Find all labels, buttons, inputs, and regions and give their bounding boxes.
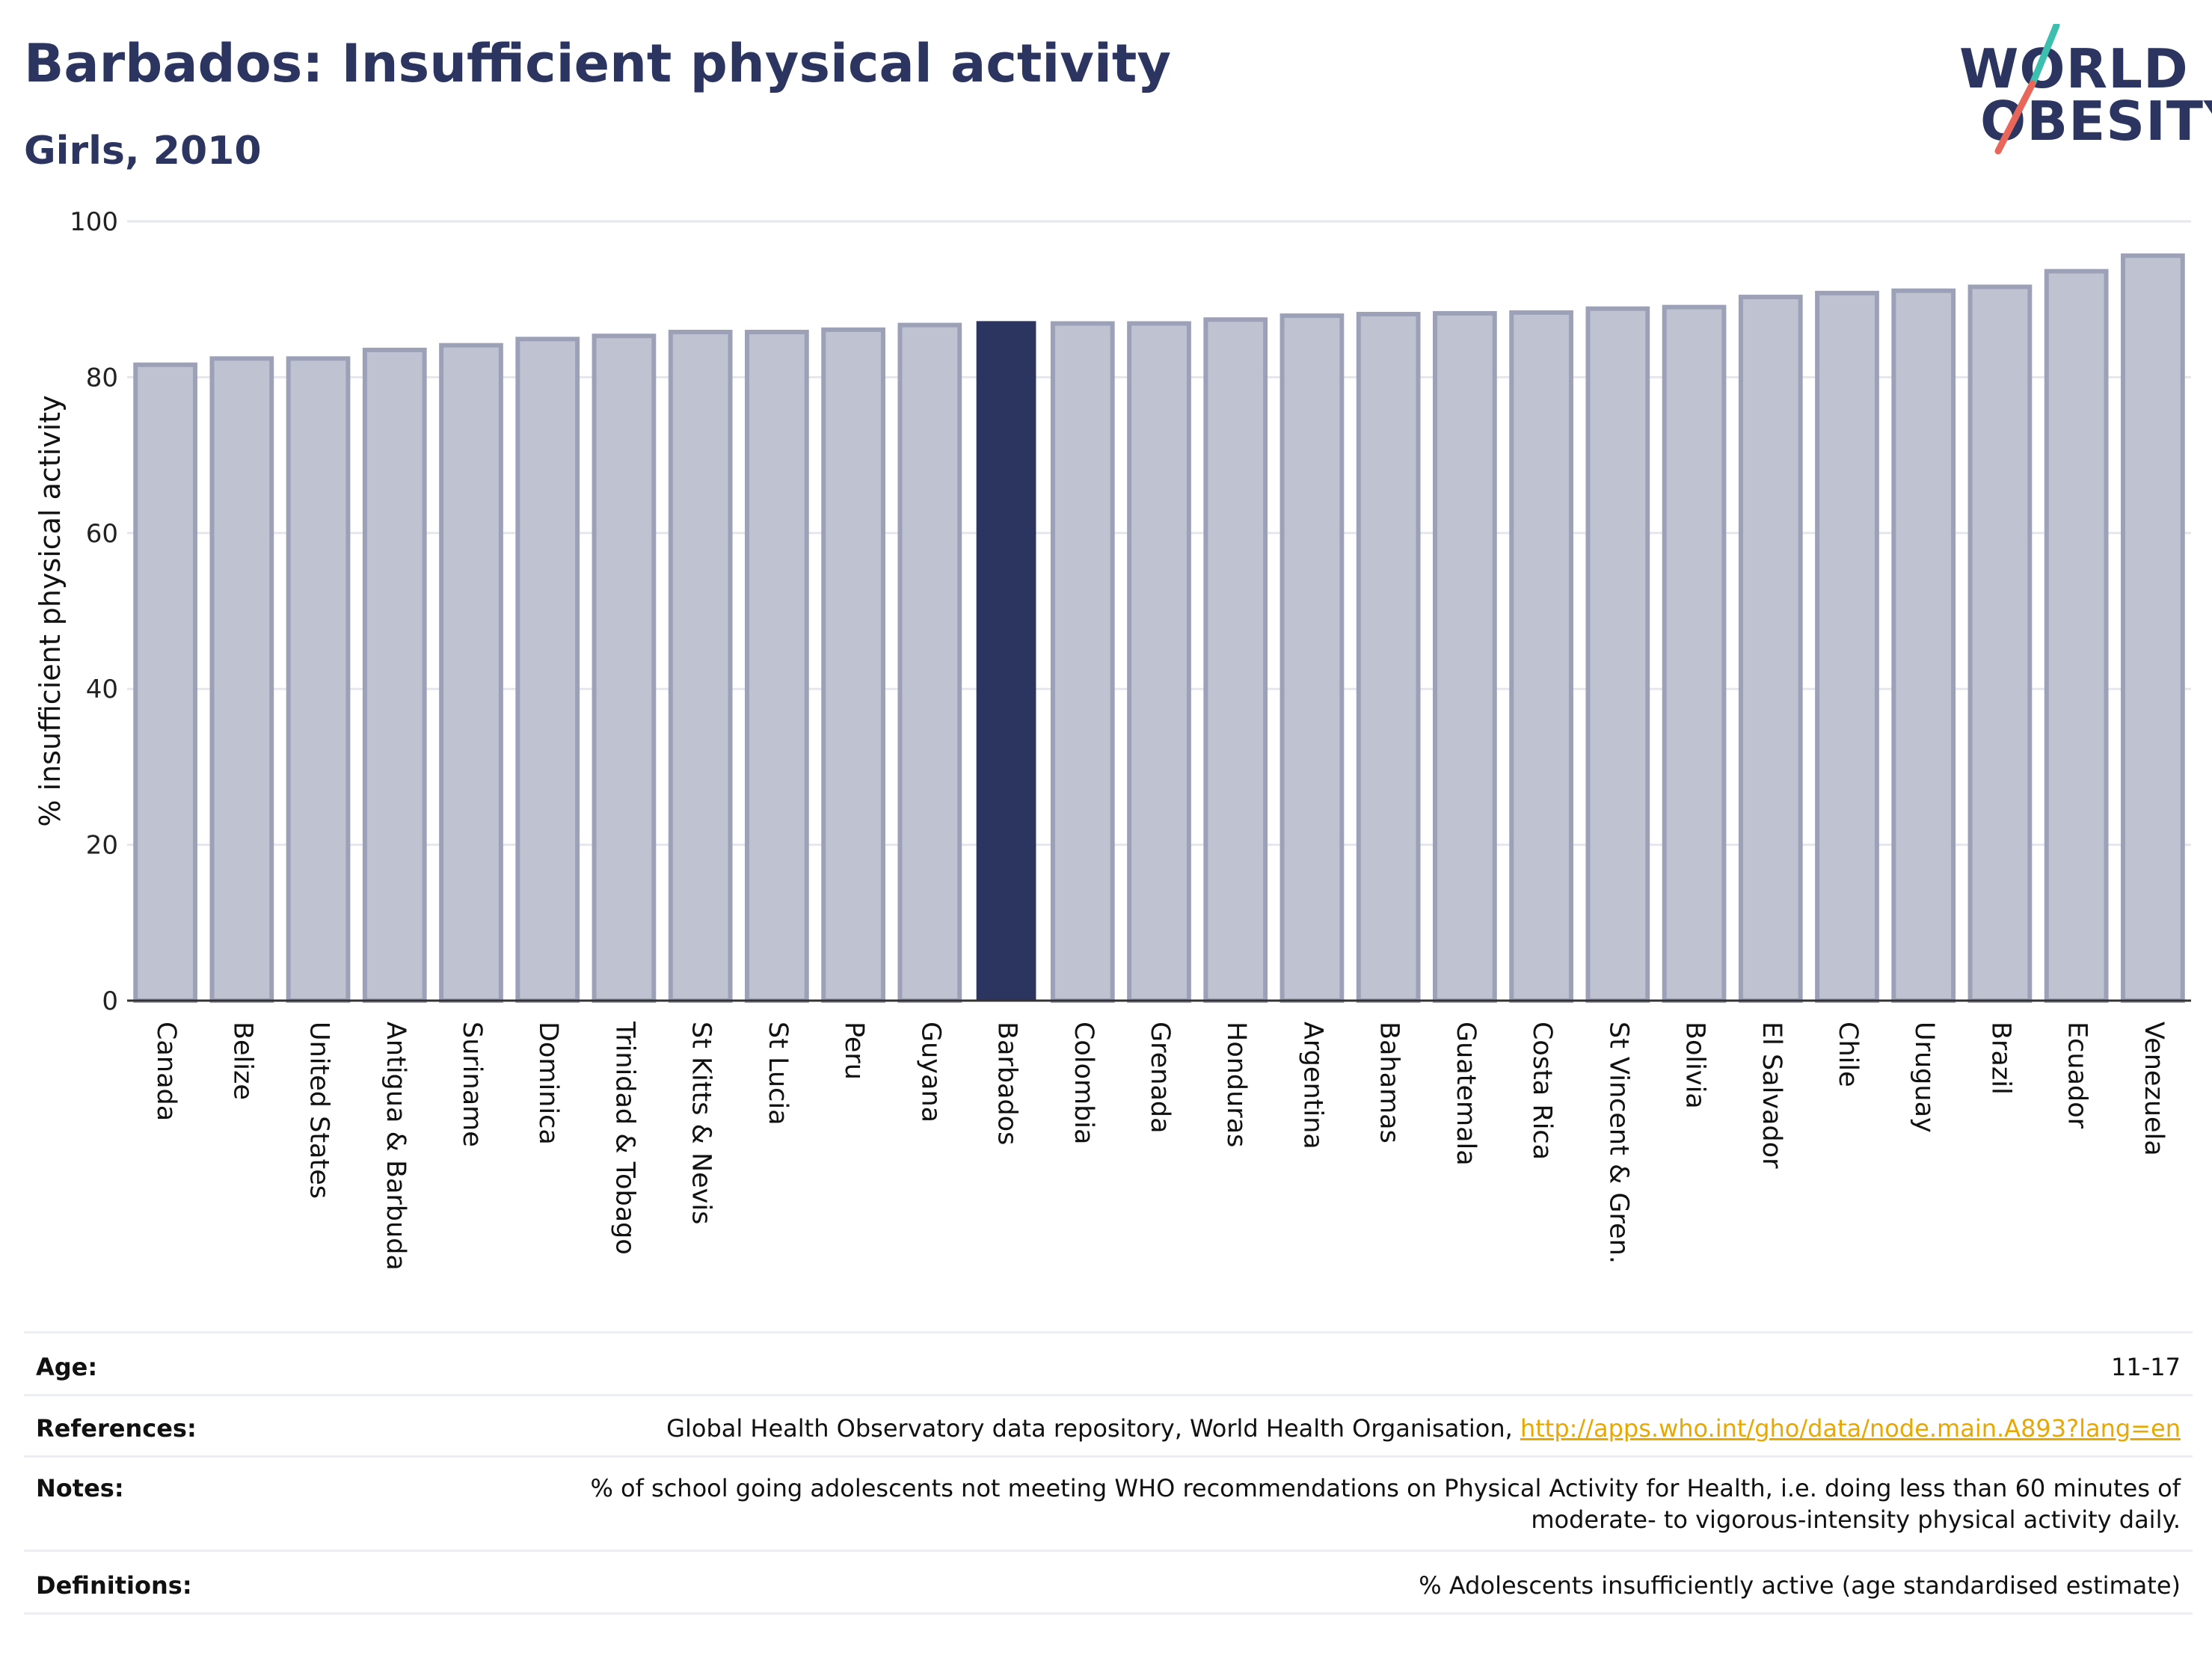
x-tick-label: Barbados bbox=[992, 1022, 1022, 1145]
x-tick-label: United States bbox=[304, 1022, 334, 1199]
meta-row-definitions: Definitions: % Adolescents insufficientl… bbox=[24, 1550, 2193, 1615]
y-tick-label: 60 bbox=[86, 519, 118, 549]
bar-trinidad-tobago bbox=[592, 334, 657, 1003]
x-tick-label: Bolivia bbox=[1680, 1022, 1710, 1109]
x-tick-label: Suriname bbox=[457, 1022, 487, 1147]
x-tick-label: El Salvador bbox=[1757, 1022, 1787, 1169]
bar-guyana bbox=[897, 322, 962, 1003]
references-label: References: bbox=[36, 1414, 197, 1443]
bar-brazil bbox=[1967, 284, 2033, 1003]
bar-argentina bbox=[1279, 313, 1345, 1004]
x-tick-label: Brazil bbox=[1985, 1022, 2015, 1095]
x-tick-label: Peru bbox=[839, 1022, 869, 1080]
x-tick-label: Antigua & Barbuda bbox=[381, 1022, 411, 1271]
bars bbox=[133, 253, 2185, 1004]
x-tick-label: Bahamas bbox=[1374, 1022, 1404, 1143]
x-tick-label: Grenada bbox=[1145, 1022, 1175, 1134]
tick-labels: 0 20 40 60 80 100 Canada Belize United States Ant… bbox=[70, 207, 2169, 1271]
logo-text-obesity: OBESITY bbox=[1980, 90, 2212, 153]
references-text: Global Health Observatory data repositor… bbox=[666, 1414, 1513, 1443]
x-tick-label: St Vincent & Gren. bbox=[1603, 1022, 1633, 1264]
bar-colombia bbox=[1050, 321, 1115, 1003]
x-tick-label: Uruguay bbox=[1909, 1022, 1939, 1133]
bar-belize bbox=[209, 356, 274, 1003]
x-tick-label: Colombia bbox=[1069, 1022, 1099, 1144]
world-obesity-logo: WORLD OBESITY bbox=[1944, 24, 2212, 159]
y-tick-label: 0 bbox=[102, 986, 118, 1016]
bar-grenada bbox=[1127, 321, 1191, 1003]
bar-bolivia bbox=[1662, 304, 1727, 1003]
bar-suriname bbox=[439, 343, 503, 1004]
bar-guatemala bbox=[1433, 310, 1497, 1003]
meta-row-age: Age: 11-17 bbox=[24, 1331, 2193, 1396]
x-tick-label: Guatemala bbox=[1451, 1022, 1481, 1166]
x-tick-label: St Kitts & Nevis bbox=[686, 1022, 716, 1224]
bar-costa-rica bbox=[1509, 310, 1573, 1003]
bar-uruguay bbox=[1891, 288, 1956, 1004]
chart-title: Barbados: Insufficient physical activity bbox=[24, 33, 1171, 94]
bar-honduras bbox=[1203, 317, 1268, 1004]
x-tick-label: Guyana bbox=[915, 1022, 945, 1123]
x-tick-label: Trinidad & Tobago bbox=[609, 1021, 639, 1255]
bar-antigua-barbuda bbox=[362, 347, 427, 1003]
bar-st-lucia bbox=[745, 329, 809, 1004]
bar-canada bbox=[133, 362, 197, 1003]
bar-chile bbox=[1815, 290, 1879, 1003]
x-tick-label: Chile bbox=[1833, 1022, 1863, 1087]
y-tick-label: 100 bbox=[70, 207, 118, 237]
bar-venezuela bbox=[2121, 253, 2185, 1003]
logo-text-world: WORLD bbox=[1959, 37, 2189, 100]
chart-subtitle: Girls, 2010 bbox=[24, 129, 262, 174]
bar-dominica bbox=[515, 337, 580, 1004]
bar-peru bbox=[821, 327, 885, 1003]
logo-slash-icon bbox=[1994, 24, 2060, 155]
meta-bottom-border bbox=[24, 1612, 2193, 1615]
bar-barbados bbox=[976, 321, 1036, 1001]
x-tick-label: Argentina bbox=[1297, 1022, 1327, 1149]
x-tick-label: St Lucia bbox=[763, 1022, 793, 1126]
x-tick-label: Dominica bbox=[533, 1022, 563, 1145]
notes-line-1: % of school going adolescents not meetin… bbox=[590, 1474, 2181, 1502]
y-tick-label: 20 bbox=[86, 831, 118, 861]
x-tick-label: Canada bbox=[151, 1022, 181, 1121]
bar-el-salvador bbox=[1738, 295, 1803, 1004]
y-axis-label: % insufficient physical activity bbox=[34, 395, 67, 826]
meta-row-references: References: Global Health Observatory da… bbox=[24, 1394, 2193, 1458]
references-link[interactable]: http://apps.who.int/gho/data/node.main.A… bbox=[1520, 1414, 2181, 1443]
bar-st-vincent-gren- bbox=[1585, 306, 1650, 1004]
x-tick-label: Honduras bbox=[1221, 1022, 1251, 1147]
references-value: Global Health Observatory data repositor… bbox=[666, 1414, 2181, 1443]
age-value: 11-17 bbox=[2111, 1353, 2181, 1381]
meta-row-notes: Notes: % of school going adolescents not… bbox=[24, 1455, 2193, 1552]
bar-bahamas bbox=[1356, 311, 1421, 1004]
notes-label: Notes: bbox=[36, 1474, 124, 1502]
x-tick-label: Costa Rica bbox=[1527, 1022, 1557, 1160]
age-label: Age: bbox=[36, 1353, 98, 1381]
y-tick-label: 40 bbox=[86, 675, 118, 704]
y-tick-label: 80 bbox=[86, 363, 118, 393]
definitions-label: Definitions: bbox=[36, 1571, 192, 1600]
notes-line-2: moderate- to vigorous-intensity physical… bbox=[1531, 1505, 2181, 1534]
x-tick-label: Venezuela bbox=[2139, 1022, 2169, 1156]
bar-st-kitts-nevis bbox=[668, 329, 733, 1004]
bar-chart: 0 20 40 60 80 100 Canada Belize United States Ant… bbox=[34, 207, 2191, 1271]
bar-ecuador bbox=[2044, 268, 2109, 1004]
x-tick-label: Belize bbox=[227, 1022, 257, 1100]
bar-united-states bbox=[286, 356, 351, 1003]
definitions-value: % Adolescents insufficiently active (age… bbox=[1419, 1571, 2181, 1600]
x-tick-label: Ecuador bbox=[2062, 1022, 2092, 1129]
